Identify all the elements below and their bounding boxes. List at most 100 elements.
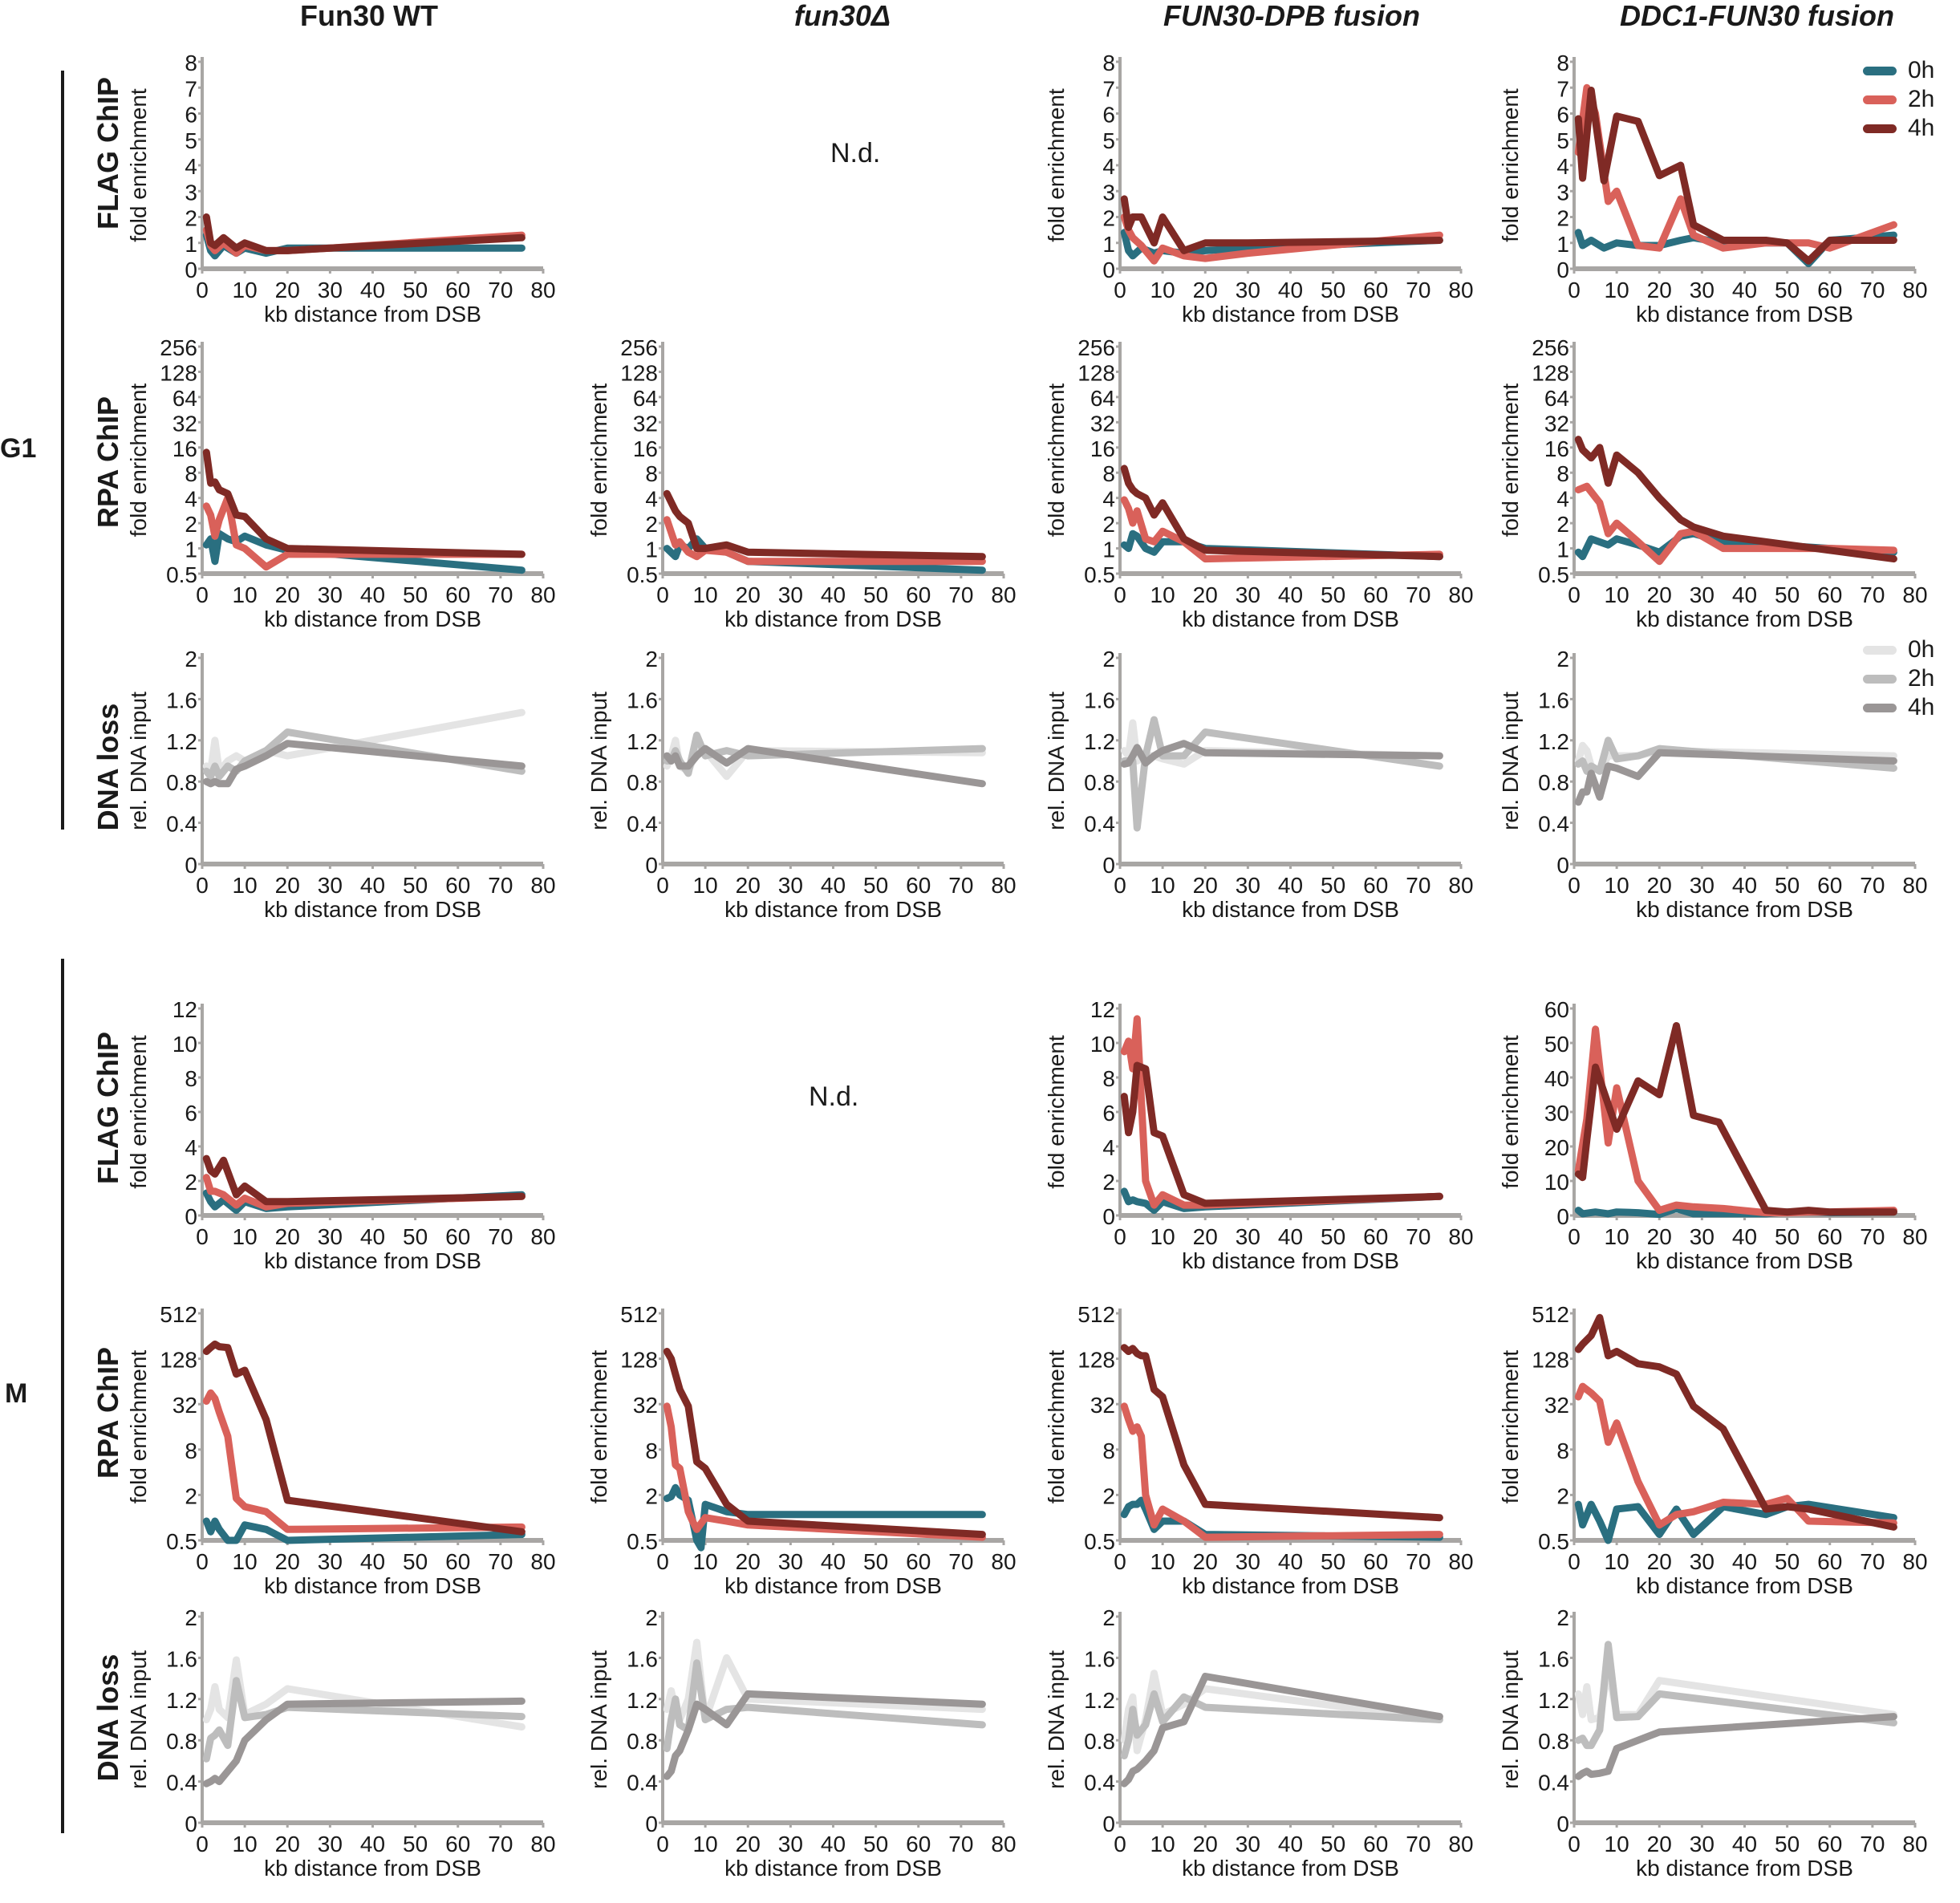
y-tick-label: 8 xyxy=(1102,1066,1115,1091)
x-tick-label: 60 xyxy=(445,582,470,607)
series-line-4h xyxy=(663,1348,986,1539)
x-tick-label: 20 xyxy=(1647,582,1672,607)
x-tick-label: 30 xyxy=(778,1832,803,1856)
y-tick-label: 6 xyxy=(1556,103,1569,128)
x-tick-label: 30 xyxy=(1236,582,1260,607)
x-tick-label: 10 xyxy=(233,1224,258,1249)
legend-timepoints-grey: 0h 2h 4h xyxy=(1863,635,1934,722)
x-tick-label: 50 xyxy=(403,278,428,302)
x-axis-label: kb distance from DSB xyxy=(1182,897,1399,922)
y-tick-label: 4 xyxy=(1102,487,1115,512)
series-line-2h xyxy=(202,1389,526,1533)
y-tick-label: 1.2 xyxy=(627,729,658,754)
y-tick-label: 0 xyxy=(185,258,197,282)
y-tick-label: 64 xyxy=(633,386,658,411)
y-tick-label: 0 xyxy=(185,1204,197,1229)
series-line-4h xyxy=(663,1690,986,1780)
chart-g1-dna-dpb: 0 10 20 30 40 50 60 70 80 0 0.4 0.8 1.2 1.6 2 kb distan… xyxy=(1044,647,1474,922)
y-tick-label: 0.4 xyxy=(1538,812,1569,837)
phase-label-m: M xyxy=(5,1378,28,1409)
x-tick-label: 10 xyxy=(1150,1832,1175,1856)
x-tick-label: 80 xyxy=(530,873,555,898)
x-tick-label: 0 xyxy=(196,1832,209,1856)
y-tick-label: 7 xyxy=(1102,76,1115,101)
chart-m-rpa-dpb: 0 10 20 30 40 50 60 70 80 0.5 2 8 32 128 512 kb distanc… xyxy=(1044,1302,1474,1598)
legend-item-2h: 2h xyxy=(1863,85,1934,114)
y-tick-label: 8 xyxy=(645,461,658,486)
y-axis-label: fold enrichment xyxy=(1498,88,1523,242)
y-tick-label: 2 xyxy=(1102,1605,1115,1630)
series-line-4h xyxy=(202,1340,526,1536)
x-tick-label: 10 xyxy=(693,1549,718,1574)
x-tick-label: 40 xyxy=(1732,582,1757,607)
y-tick-label: 0.8 xyxy=(627,770,658,795)
x-tick-label: 0 xyxy=(656,582,669,607)
y-tick-label: 0.5 xyxy=(1538,562,1569,587)
x-tick-label: 10 xyxy=(233,278,258,302)
y-tick-label: 512 xyxy=(1077,1302,1115,1327)
x-tick-label: 80 xyxy=(1448,582,1473,607)
y-tick-label: 0.5 xyxy=(1084,562,1115,587)
x-tick-label: 70 xyxy=(1406,278,1430,302)
legend-swatch-4h xyxy=(1863,124,1897,133)
x-tick-label: 10 xyxy=(1605,1224,1629,1249)
y-axis-label: fold enrichment xyxy=(126,383,151,538)
x-tick-label: 80 xyxy=(991,582,1016,607)
x-tick-label: 0 xyxy=(1568,1549,1581,1574)
x-tick-label: 40 xyxy=(1732,1832,1757,1856)
x-tick-label: 50 xyxy=(403,1224,428,1249)
y-tick-label: 16 xyxy=(1544,436,1569,461)
y-tick-label: 128 xyxy=(620,360,658,385)
y-tick-label: 2 xyxy=(1102,512,1115,537)
x-tick-label: 30 xyxy=(778,1549,803,1574)
x-axis-label: kb distance from DSB xyxy=(1182,1573,1399,1598)
x-tick-label: 40 xyxy=(1732,278,1757,302)
y-tick-label: 8 xyxy=(185,51,197,75)
x-tick-label: 50 xyxy=(1321,1832,1345,1856)
series-line-0h xyxy=(663,1638,986,1723)
y-axis-label: rel. DNA input xyxy=(1044,692,1069,830)
y-tick-label: 128 xyxy=(160,360,197,385)
x-tick-label: 70 xyxy=(1860,873,1885,898)
y-tick-label: 0.5 xyxy=(627,1529,658,1554)
y-tick-label: 3 xyxy=(1102,180,1115,205)
x-tick-label: 10 xyxy=(1605,278,1629,302)
series-line-0h xyxy=(1574,1664,1897,1723)
y-axis-label: rel. DNA input xyxy=(1498,1650,1523,1789)
x-tick-label: 10 xyxy=(1150,278,1175,302)
x-axis-label: kb distance from DSB xyxy=(1636,1573,1853,1598)
y-tick-label: 0.8 xyxy=(166,1729,197,1754)
y-tick-label: 256 xyxy=(1077,335,1115,360)
y-tick-label: 32 xyxy=(172,411,197,436)
y-tick-label: 16 xyxy=(633,436,658,461)
x-tick-label: 30 xyxy=(1236,278,1260,302)
x-tick-label: 40 xyxy=(1278,278,1303,302)
y-tick-label: 10 xyxy=(1090,1032,1115,1057)
y-tick-label: 5 xyxy=(185,128,197,153)
x-tick-label: 50 xyxy=(863,582,888,607)
y-tick-label: 0.8 xyxy=(1538,770,1569,795)
y-tick-label: 50 xyxy=(1544,1032,1569,1057)
legend-item-4h: 4h xyxy=(1863,693,1934,722)
x-tick-label: 0 xyxy=(1568,582,1581,607)
y-tick-label: 10 xyxy=(172,1032,197,1057)
series-line-2h xyxy=(1574,1382,1897,1529)
x-tick-label: 20 xyxy=(1647,1832,1672,1856)
x-tick-label: 50 xyxy=(1775,278,1800,302)
y-tick-label: 12 xyxy=(1090,997,1115,1022)
x-tick-label: 50 xyxy=(1775,582,1800,607)
x-tick-label: 70 xyxy=(948,873,973,898)
series-line-4h xyxy=(202,740,526,788)
y-axis-label: fold enrichment xyxy=(1498,383,1523,538)
x-axis-label: kb distance from DSB xyxy=(724,1856,942,1881)
y-tick-label: 1.2 xyxy=(1538,1688,1569,1713)
x-tick-label: 70 xyxy=(948,1549,973,1574)
x-tick-label: 30 xyxy=(318,1832,343,1856)
y-tick-label: 2 xyxy=(185,647,197,672)
y-axis-label: fold enrichment xyxy=(586,383,611,538)
x-tick-label: 60 xyxy=(445,873,470,898)
x-tick-label: 40 xyxy=(360,1549,385,1574)
y-axis-label: rel. DNA input xyxy=(586,1650,611,1789)
y-tick-label: 5 xyxy=(1556,128,1569,153)
y-tick-label: 2 xyxy=(645,1483,658,1508)
